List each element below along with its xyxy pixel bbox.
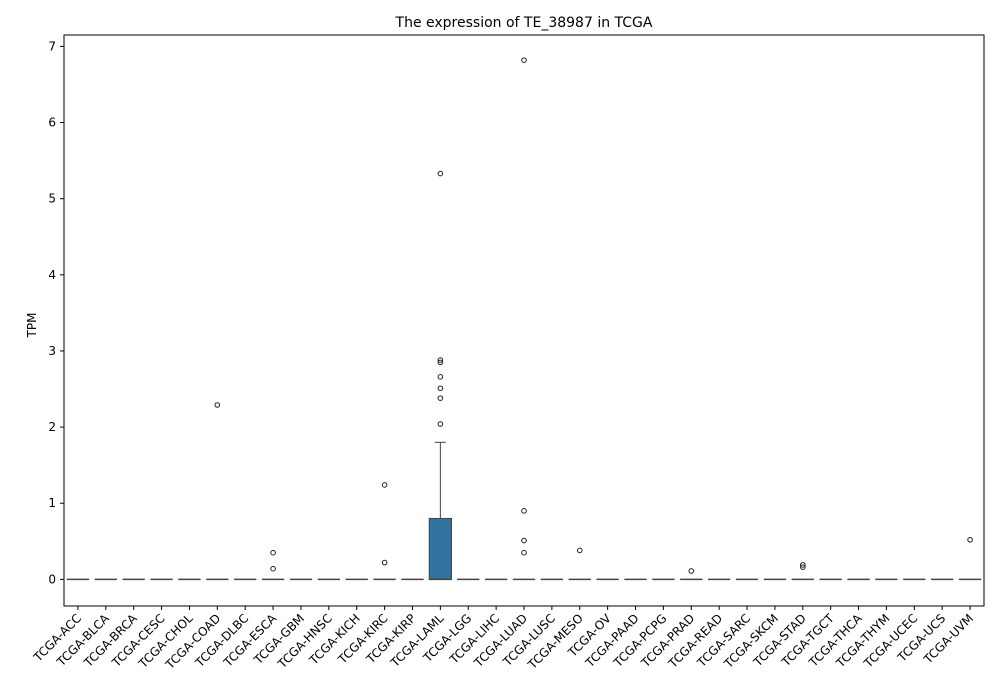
outlier-point <box>521 537 527 544</box>
outlier-point <box>437 170 444 177</box>
y-tick-label: 7 <box>48 39 56 53</box>
y-tick-label: 1 <box>48 496 56 510</box>
outlier-point <box>381 482 388 488</box>
y-tick-label: 3 <box>48 344 56 358</box>
outlier-point <box>437 359 444 366</box>
box <box>428 517 453 580</box>
chart-title: The expression of TE_38987 in TCGA <box>395 15 653 31</box>
outlier-point <box>270 565 276 572</box>
outlier-point <box>381 559 388 566</box>
outlier-point <box>688 568 695 574</box>
y-tick-label: 0 <box>48 572 56 586</box>
outlier-point <box>576 547 583 554</box>
outlier-point <box>437 374 444 380</box>
outlier-point <box>214 402 221 408</box>
outlier-point <box>521 508 527 514</box>
y-tick-label: 4 <box>48 268 56 282</box>
outlier-point <box>799 564 806 570</box>
outlier-point <box>967 536 973 543</box>
y-axis-label: TPM <box>25 313 39 339</box>
outlier-point <box>521 57 527 63</box>
y-tick-label: 6 <box>48 116 56 130</box>
outlier-point <box>437 357 444 363</box>
outlier-point <box>437 421 444 427</box>
outlier-point <box>270 549 276 556</box>
outlier-point <box>799 562 806 568</box>
outlier-point <box>437 385 444 392</box>
plot-area: 01234567TCGA-ACCTCGA-BLCATCGA-BRCATCGA-C… <box>30 39 982 672</box>
outlier-point <box>521 549 527 556</box>
outlier-point <box>437 395 444 401</box>
y-tick-label: 5 <box>48 192 56 206</box>
plot-frame <box>63 34 985 607</box>
y-tick-label: 2 <box>48 420 56 434</box>
